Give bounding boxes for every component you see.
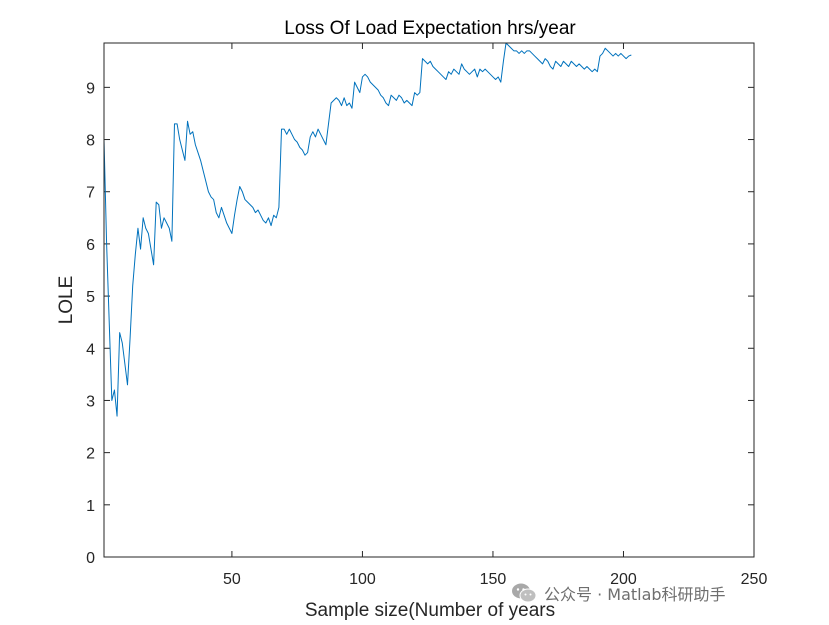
x-tick-label: 100	[349, 571, 376, 588]
series-layer	[103, 42, 632, 417]
watermark: 公众号 · Matlab科研助手	[510, 580, 726, 606]
y-tick-label: 7	[86, 185, 95, 202]
chart-title: Loss Of Load Expectation hrs/year	[284, 18, 576, 39]
y-tick-label: 3	[86, 393, 95, 410]
y-tick-label: 9	[86, 80, 95, 97]
watermark-text: 公众号 · Matlab科研助手	[544, 585, 726, 604]
x-axis-ticks: 50 100 150 200 250	[223, 43, 767, 588]
y-tick-label: 6	[86, 237, 95, 254]
y-tick-label: 4	[86, 341, 95, 358]
x-tick-label: 200	[610, 571, 637, 588]
x-axis-title: Sample size(Number of years	[305, 600, 555, 621]
axes-box	[103, 42, 755, 558]
y-tick-label: 0	[86, 550, 95, 567]
x-tick-label: 150	[480, 571, 507, 588]
series-line-lole	[103, 42, 632, 417]
y-tick-label: 8	[86, 133, 95, 150]
y-axis-title: LOLE	[56, 276, 77, 325]
y-tick-label: 1	[86, 498, 95, 515]
x-tick-label: 250	[741, 571, 768, 588]
x-tick-label: 50	[223, 571, 241, 588]
y-tick-label: 5	[86, 289, 95, 306]
y-tick-label: 2	[86, 446, 95, 463]
wechat-icon	[512, 583, 537, 603]
plot-area	[104, 43, 754, 557]
